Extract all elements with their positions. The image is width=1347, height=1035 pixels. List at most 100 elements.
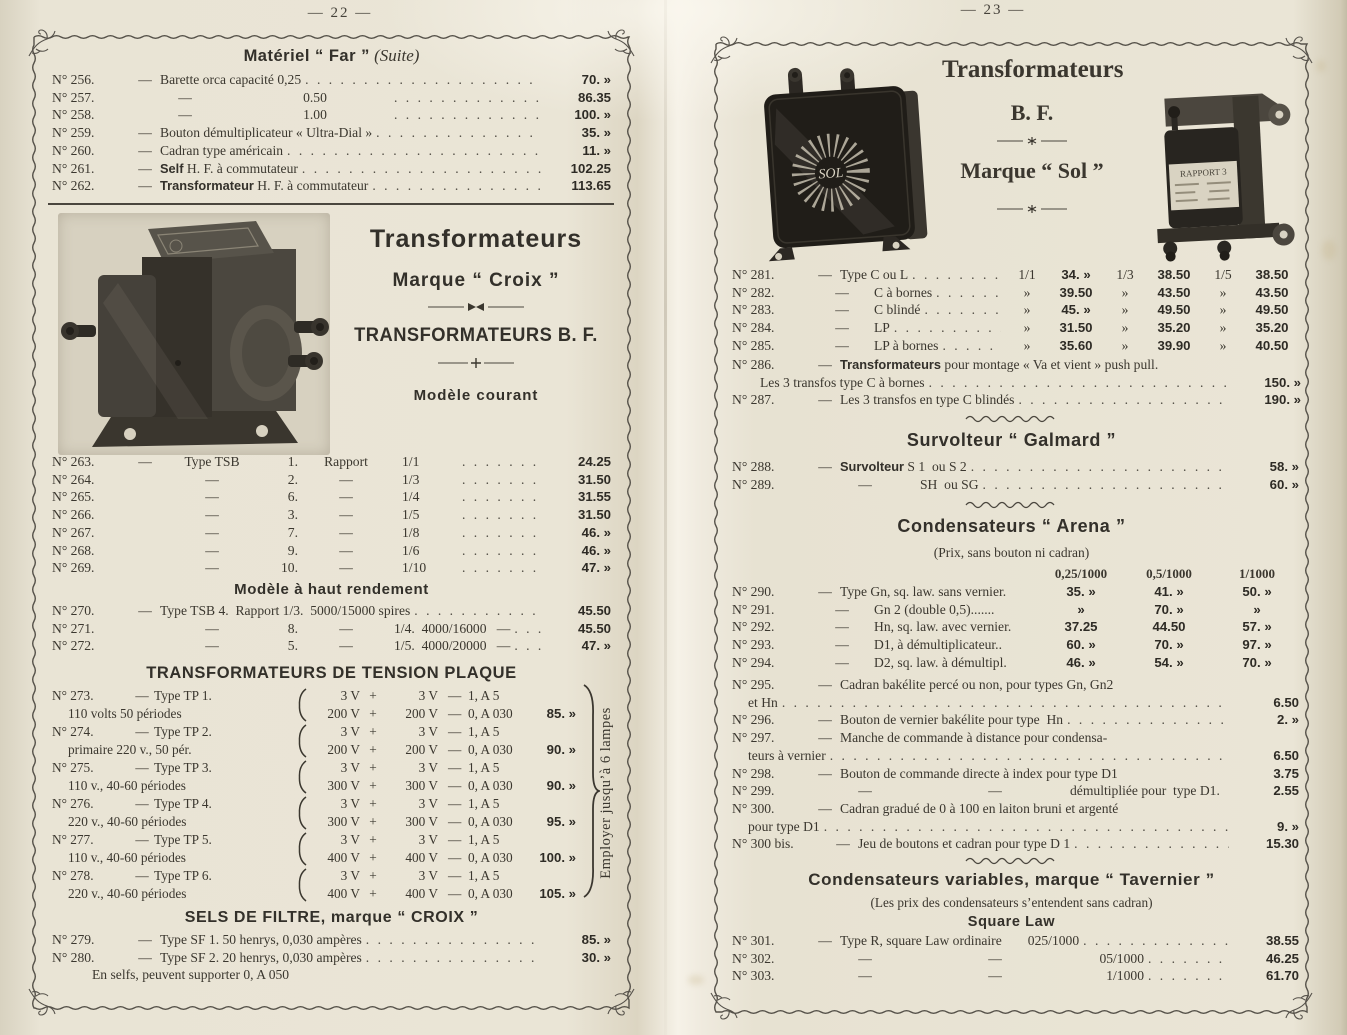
row-d: — — [818, 933, 832, 948]
row-rcol: — — [339, 507, 353, 523]
row-t: pour montage « Va et vient » push pull. — [941, 357, 1159, 372]
row-col: » — [1121, 302, 1129, 318]
entry-brace-icon — [298, 760, 307, 794]
row-rcol: — — [339, 560, 353, 576]
tp-line: N° 276. — Type TP 4. 3 V +3 V — 1, A 5 — [52, 795, 576, 813]
voltage: 3 V — [418, 724, 438, 739]
row-t: Manche de commande à distance pour conde… — [840, 730, 1108, 746]
row-d: — — [818, 730, 832, 746]
row-dash: — — [135, 760, 149, 775]
table-row: N° 262. — Transformateur H. F. à commutate… — [52, 177, 611, 195]
transformer-illustration: SOL — [764, 67, 928, 262]
grouping-brace-icon — [583, 684, 600, 898]
rating: — 0, A 030 — [448, 813, 513, 829]
row-fr: 05/1000 — [1099, 950, 1144, 966]
row-d: — — [818, 357, 832, 372]
rating: — 0, A 030 — [448, 849, 513, 865]
rating: — 1, A 5 — [448, 760, 500, 775]
row-no: N° 293. — [732, 637, 775, 653]
table-row: N° 284. — LP » 31.50 » 35.20 » 35.20 — [732, 319, 1301, 337]
row-col: 54. » — [1154, 654, 1184, 670]
row-type: Type TP 5. — [154, 832, 212, 847]
table-row: N° 268. — 9. — 1/6 46. » — [52, 542, 611, 560]
heading-marque-sol: Marque “ Sol ” — [960, 158, 1104, 183]
row-ratio: 1/1 — [402, 454, 420, 469]
row-no: N° 272. — [52, 638, 95, 654]
tp-entry: N° 275. — Type TP 3. 3 V +3 V — 1, A 5 110 v.,… — [52, 759, 576, 795]
row-col: 70. » — [1154, 601, 1184, 617]
operator: + — [369, 777, 377, 793]
row-t: Cadran bakélite percé ou non, pour types… — [840, 677, 1114, 692]
dot-leader — [514, 620, 541, 638]
voltage: 3 V — [340, 724, 360, 739]
dot-leader — [782, 694, 1229, 712]
tension-plaque-table: N° 273. — Type TP 1. 3 V +3 V — 1, A 5 110 vol… — [52, 687, 576, 903]
row-no: N° 285. — [732, 337, 775, 353]
dot-leader — [912, 266, 1001, 284]
tp-line: N° 275. — Type TP 3. 3 V +3 V — 1, A 5 — [52, 759, 576, 777]
row-d: — — [818, 267, 832, 282]
row-price: 15.30 — [1265, 836, 1299, 852]
row-col: 1/1000 — [1238, 566, 1276, 581]
row-price: 2.55 — [1273, 783, 1299, 799]
row-no: N° 301. — [732, 933, 775, 948]
row-col: » — [1219, 320, 1227, 336]
table-row: N° 263. — Type TSB 1. Rapport 1/1 24.25 — [52, 453, 611, 471]
row-m64: — — [835, 619, 849, 635]
row-no2: N° 300 bis. — [732, 836, 794, 852]
row-price: 46. » — [581, 524, 611, 540]
table-row: N° 261. — Self H. F. à commutateur 102.25 — [52, 160, 611, 178]
row-col: 49.50 — [1157, 302, 1191, 318]
row-t: Bouton de vernier bakélite pour type Hn — [840, 712, 1064, 728]
tp-line: N° 277. — Type TP 5. 3 V +3 V — 1, A 5 — [52, 831, 576, 849]
section-title-materiel-far: Matériel “ Far ” (Suite) — [30, 46, 633, 66]
dot-leader — [514, 637, 541, 655]
row-no: N° 263. — [52, 454, 95, 469]
table-row: N° 291. — Gn 2 (double 0,5)....... » 70. » » — [732, 601, 1301, 619]
row-no: N° 274. — [52, 724, 94, 739]
sol-open-transformer-photo: RAPPORT 3 — [1136, 72, 1298, 262]
row-t: D2, sq. law. à démultipl. — [874, 654, 1007, 670]
entry-brace-icon — [298, 832, 307, 866]
rating: — 1, A 5 — [448, 796, 500, 811]
tp-entry: N° 278. — Type TP 6. 3 V +3 V — 1, A 5 220 v.,… — [52, 867, 576, 903]
table-row: N° 280. — Type SF 2. 20 henrys, 0,030 ampè… — [52, 949, 611, 967]
row-t: LP — [874, 320, 890, 336]
voltage: 200 V — [327, 705, 360, 721]
voltage: 300 V — [405, 777, 438, 793]
row-col: » — [1077, 601, 1085, 617]
dot-leader — [462, 524, 541, 542]
row-type: Type TP 6. — [154, 868, 212, 883]
row-tcol: — — [205, 489, 219, 505]
row-type: Type TP 3. — [154, 760, 212, 775]
row-ncol: 8. — [287, 620, 298, 636]
table-row: N° 266. — 3. — 1/5 31.50 — [52, 506, 611, 524]
row-d: — — [138, 454, 152, 469]
row-tcol: Type TSB — [184, 454, 240, 469]
transformer-illustration — [61, 221, 329, 447]
row-no: N° 299. — [732, 783, 775, 799]
row-price: 11. » — [582, 142, 611, 158]
row-no: N° 281. — [732, 267, 775, 282]
voltage: 200 V — [405, 705, 438, 721]
vertical-note-employer: Employer jusqu’à 6 lampes — [598, 707, 614, 879]
row-subtype: 220 v., 40-60 périodes — [68, 885, 187, 901]
row-price: 31.55 — [577, 489, 611, 505]
dot-leader — [376, 124, 541, 142]
row-m110: — — [178, 89, 192, 105]
dot-leader — [830, 747, 1229, 765]
row-no: N° 286. — [732, 357, 775, 372]
croix-heading-block: Transformateurs Marque “ Croix ” TRANSFO… — [330, 225, 622, 404]
table-row: N° 297. — Manche de commande à distance po… — [732, 729, 1299, 747]
page-23: SOL RAPPORT 3 — [710, 36, 1313, 1020]
row-price: 47. » — [581, 638, 611, 654]
corner-ornament-icon — [1285, 36, 1313, 64]
row-b: Transformateur — [160, 178, 254, 194]
row-col: 44.50 — [1152, 619, 1186, 635]
row-rcol: — — [339, 638, 353, 654]
row-col: 35.60 — [1059, 337, 1093, 353]
row-col: 40.50 — [1255, 337, 1289, 353]
row-t: Bouton de commande directe à index pour … — [840, 765, 1118, 781]
row-price: 31.50 — [577, 471, 611, 487]
heading-haut-rendement: Modèle à haut rendement — [234, 581, 429, 598]
